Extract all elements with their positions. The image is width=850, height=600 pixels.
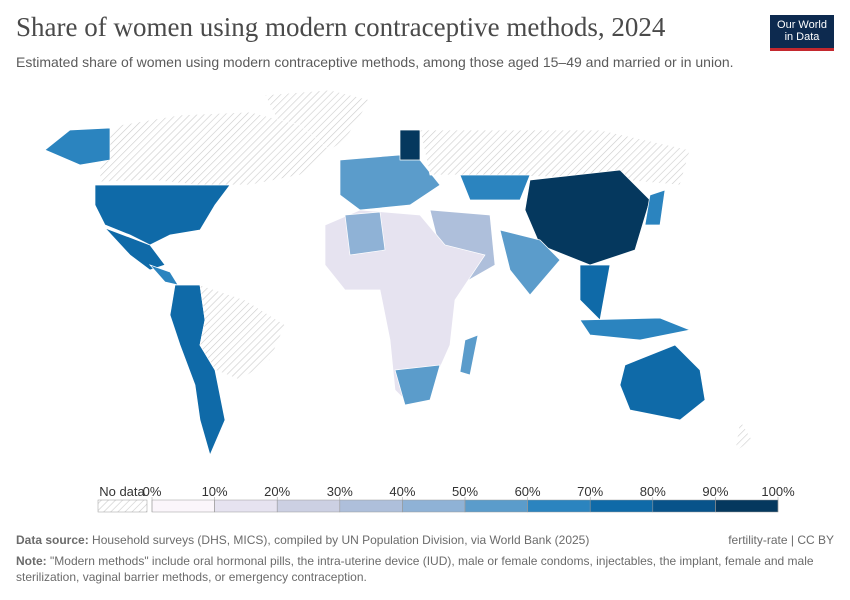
title: Share of women using modern contraceptiv… — [16, 12, 666, 42]
region — [344, 211, 386, 256]
map: No data 0% 10% 20% 30% 40% 50% 60% 70% 80% 90% 100… — [44, 89, 795, 513]
legend-bin — [151, 499, 215, 513]
region — [199, 284, 286, 381]
region — [524, 169, 651, 266]
legend-bin — [339, 499, 403, 513]
legend-tick-label: 40% — [389, 484, 415, 499]
region — [44, 127, 111, 166]
note: Note: "Modern methods" include oral horm… — [16, 553, 826, 585]
legend-tick-label: 60% — [515, 484, 541, 499]
no-data-swatch — [97, 499, 148, 513]
region — [339, 154, 441, 211]
region — [499, 229, 561, 296]
source-label: Data source: — [16, 533, 89, 547]
legend-tick-label: 30% — [327, 484, 353, 499]
landmasses — [44, 89, 753, 457]
legend-bin — [464, 499, 528, 513]
region — [619, 344, 706, 421]
legend-bin — [715, 499, 779, 513]
region — [99, 111, 331, 186]
legend-bin — [652, 499, 716, 513]
region — [644, 189, 666, 226]
region — [734, 418, 753, 453]
region — [148, 264, 179, 286]
note-label: Note: — [16, 554, 47, 568]
legend-tick-label: 100% — [761, 484, 795, 499]
region — [579, 317, 692, 341]
legend-tick-label: 50% — [452, 484, 478, 499]
region — [399, 129, 421, 161]
legend: 0% 10% 20% 30% 40% 50% 60% 70% 80% 90% 100% — [143, 484, 795, 513]
logo-line: Our World — [777, 19, 827, 31]
logo[interactable]: Our World in Data — [770, 15, 834, 51]
note-text: "Modern methods" include oral hormonal p… — [16, 554, 814, 584]
legend-tick-label: 90% — [702, 484, 728, 499]
subtitle: Estimated share of women using modern co… — [16, 54, 734, 70]
region — [579, 264, 611, 321]
legend-bin — [402, 499, 466, 513]
legend-tick-label: 10% — [202, 484, 228, 499]
no-data-label: No data — [99, 484, 145, 499]
region — [394, 364, 441, 406]
legend-bin — [276, 499, 341, 513]
license[interactable]: fertility-rate | CC BY — [728, 533, 834, 547]
region — [459, 174, 531, 201]
source: Data source: Household surveys (DHS, MIC… — [16, 533, 589, 547]
region — [419, 129, 691, 186]
legend-bin — [589, 499, 654, 513]
region — [94, 184, 231, 246]
legend-bin — [214, 499, 278, 513]
source-text: Household surveys (DHS, MICS), compiled … — [92, 533, 590, 547]
logo-line: in Data — [784, 31, 820, 43]
region — [459, 334, 479, 376]
legend-tick-label: 80% — [640, 484, 666, 499]
legend-bin — [527, 499, 591, 513]
legend-tick-label: 20% — [264, 484, 290, 499]
legend-tick-label: 70% — [577, 484, 603, 499]
legend-tick-label: 0% — [143, 484, 162, 499]
